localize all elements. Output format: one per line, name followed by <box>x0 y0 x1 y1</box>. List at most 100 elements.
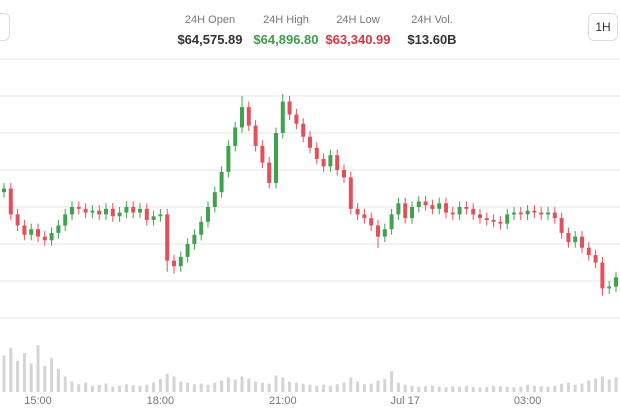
candle-body <box>328 155 333 167</box>
volume-bar <box>226 377 230 392</box>
candle-body <box>104 208 108 215</box>
candle-body <box>382 229 387 237</box>
volume-bar <box>471 386 475 392</box>
candle-body <box>280 101 285 133</box>
volume-bar <box>376 380 380 392</box>
candle-body <box>478 214 482 219</box>
candle-body <box>552 212 557 219</box>
volume-bar <box>566 382 570 392</box>
volume-bar <box>369 383 373 392</box>
candle-body <box>49 232 54 241</box>
candle-body <box>457 207 462 215</box>
candle-body <box>15 214 20 226</box>
candle-body <box>117 212 122 217</box>
candle-body <box>376 225 380 237</box>
candle-body <box>607 286 612 289</box>
candle-body <box>464 207 469 209</box>
volume-bar <box>84 382 88 392</box>
volume-bar <box>240 376 244 392</box>
volume-bar <box>152 382 156 392</box>
candle-body <box>138 208 142 213</box>
candle-body <box>158 214 163 217</box>
volume-bar <box>356 381 360 392</box>
volume-bar <box>274 375 278 392</box>
candle-body <box>586 247 591 256</box>
volume-bar <box>526 384 530 392</box>
volume-bar <box>594 378 598 392</box>
candle-body <box>335 155 340 170</box>
volume-bar <box>342 382 346 392</box>
volume-bar <box>505 386 509 392</box>
candle-body <box>389 214 394 230</box>
volume-bar <box>301 383 305 392</box>
volume-bar <box>614 377 618 392</box>
volume-bar <box>315 385 319 392</box>
volume-bar <box>410 385 414 392</box>
candle-body <box>240 107 244 128</box>
stat: 24H Vol. $13.60B <box>387 12 477 47</box>
candle-body <box>185 244 190 257</box>
candle-body <box>423 201 428 206</box>
volume-bar <box>580 383 584 392</box>
candle-body <box>484 218 489 220</box>
volume-bar <box>512 387 516 392</box>
volume-bar <box>308 384 312 392</box>
candle-body <box>36 229 40 237</box>
candle-body <box>580 236 584 248</box>
x-tick-label: 18:00 <box>147 395 175 407</box>
candle-body <box>219 171 224 193</box>
candle-body <box>287 101 292 115</box>
stat: 24H Low $63,340.99 <box>313 12 403 47</box>
candle-body <box>110 208 115 217</box>
volume-bar <box>213 382 217 392</box>
candle-body <box>165 214 170 261</box>
stat-value: $64,575.89 <box>177 32 243 47</box>
volume-bar <box>267 383 271 392</box>
interval-button[interactable]: 1H <box>588 13 618 41</box>
volume-bar <box>199 383 203 392</box>
volume-bar <box>2 355 6 392</box>
volume-bar <box>29 363 33 392</box>
volume-bar <box>288 381 292 392</box>
volume-bar <box>254 381 258 392</box>
candle-body <box>437 203 442 209</box>
stat-value: $13.60B <box>407 32 457 47</box>
candle-body <box>362 214 367 219</box>
candle-body <box>314 147 319 159</box>
volume-bar <box>9 347 13 392</box>
stat-label: 24H Open <box>184 14 236 26</box>
stat-label: 24H Vol. <box>411 14 453 26</box>
volume-bar <box>451 386 455 392</box>
volume-bar <box>36 345 40 392</box>
left-button[interactable] <box>0 13 10 41</box>
candle-body <box>199 221 204 235</box>
candle-body <box>70 207 74 215</box>
volume-bar <box>464 385 468 392</box>
candle-body <box>151 216 156 220</box>
candle-body <box>301 123 306 137</box>
volume-bar <box>492 385 496 392</box>
volume-bar <box>206 384 210 392</box>
candle-body <box>2 188 6 193</box>
volume-bar <box>383 379 387 392</box>
volume-bar <box>124 384 128 392</box>
candle-body <box>525 210 530 215</box>
candle-body <box>260 145 265 163</box>
stat: 24H High $64,896.80 <box>241 12 331 47</box>
stat-label: 24H Low <box>336 14 380 26</box>
candle-body <box>396 203 401 215</box>
candle-body <box>532 210 537 213</box>
candle-body <box>124 207 129 213</box>
candle-body <box>369 218 374 226</box>
volume-bar <box>131 385 135 392</box>
candle-body <box>308 136 312 148</box>
candle-body <box>491 219 496 222</box>
candle-body <box>342 170 346 178</box>
volume-bar <box>349 377 353 392</box>
candle-body <box>178 256 183 267</box>
candle-body <box>573 236 578 243</box>
candle-body <box>294 114 299 124</box>
volume-bar <box>403 384 407 392</box>
candle-body <box>83 208 88 213</box>
